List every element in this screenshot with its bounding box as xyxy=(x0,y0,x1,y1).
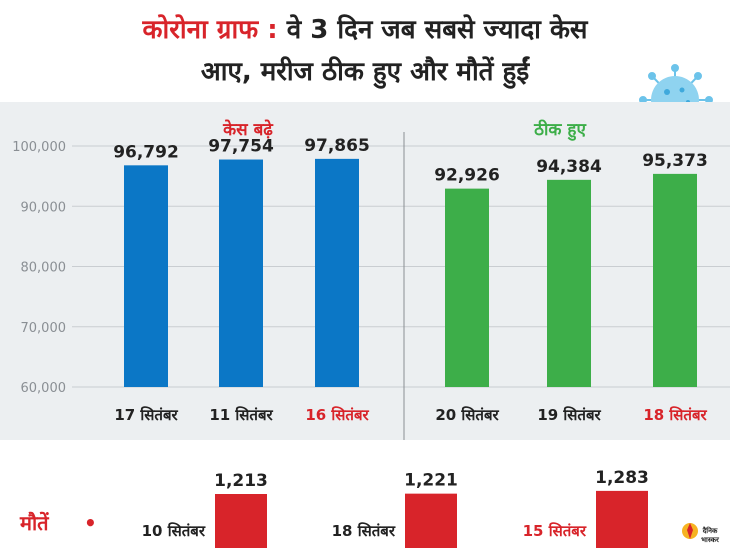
top-panel: 100,000 90,000 80,000 70,000 60,000 केस बढ़े… xyxy=(0,102,730,440)
cases-bar xyxy=(219,159,263,387)
cases-bar xyxy=(315,158,359,387)
recovered-bar xyxy=(547,179,591,387)
title-line-1: कोरोना ग्राफ : वे 3 दिन जब सबसे ज्यादा क… xyxy=(0,14,730,46)
deaths-bar xyxy=(405,493,457,548)
deaths-category-label: 10 सितंबर xyxy=(142,522,206,540)
y-tick-label: 90,000 xyxy=(21,200,67,215)
cases-category-label: 16 सितंबर xyxy=(305,406,369,424)
y-axis: 100,000 90,000 80,000 70,000 60,000 xyxy=(12,140,66,396)
deaths-title: मौतें xyxy=(19,511,50,535)
svg-text:भास्कर: भास्कर xyxy=(701,536,720,544)
cases-bar xyxy=(124,165,168,387)
y-tick-label: 60,000 xyxy=(21,381,67,396)
recovered-value-label: 94,384 xyxy=(536,157,602,177)
brand-logo: दैनिक भास्कर xyxy=(682,523,720,544)
title-line-2: आए, मरीज ठीक हुए और मौतें हुईं xyxy=(200,57,530,87)
recovered-series: 92,926 20 सितंबर 94,384 19 सितंबर 95,373 18 स… xyxy=(434,151,708,424)
title-line-1-text: वे 3 दिन जब सबसे ज्यादा केस xyxy=(286,15,588,45)
deaths-title-bullet: • xyxy=(84,511,97,535)
cases-category-label: 11 सितंबर xyxy=(209,406,273,424)
cases-series: 96,792 17 सितंबर 97,754 11 सितंबर 97,865 16 स… xyxy=(113,136,370,424)
recovered-bar xyxy=(653,173,697,387)
recovered-panel-title: ठीक हुए xyxy=(533,119,586,141)
deaths-value-label: 1,213 xyxy=(214,471,268,491)
y-tick-label: 100,000 xyxy=(12,140,66,155)
cases-value-label: 97,865 xyxy=(304,136,370,156)
top-charts: 100,000 90,000 80,000 70,000 60,000 केस बढ़े… xyxy=(12,119,730,440)
y-tick-label: 70,000 xyxy=(21,321,67,336)
deaths-category-label: 18 सितंबर xyxy=(332,522,396,540)
deaths-value-label: 1,221 xyxy=(404,471,458,491)
cases-value-label: 96,792 xyxy=(113,142,179,162)
deaths-category-label: 15 सितंबर xyxy=(523,522,587,540)
cases-value-label: 97,754 xyxy=(208,137,274,157)
recovered-category-label: 20 सितंबर xyxy=(435,406,499,424)
recovered-value-label: 92,926 xyxy=(434,166,500,186)
deaths-bar xyxy=(215,494,267,548)
deaths-chart: मौतें • 1,213 10 सितंबर 1,221 18 सितंबर 1,28… xyxy=(19,468,649,548)
cases-category-label: 17 सितंबर xyxy=(114,406,178,424)
deaths-section: मौतें • 1,213 10 सितंबर 1,221 18 सितंबर 1,28… xyxy=(0,440,730,548)
recovered-value-label: 95,373 xyxy=(642,151,708,171)
recovered-category-label: 19 सितंबर xyxy=(537,406,601,424)
svg-text:दैनिक: दैनिक xyxy=(702,526,718,535)
deaths-value-label: 1,283 xyxy=(595,468,649,488)
y-tick-label: 80,000 xyxy=(21,261,67,276)
deaths-series: 1,213 10 सितंबर 1,221 18 सितंबर 1,283 15 सितं… xyxy=(142,468,649,548)
recovered-category-label: 18 सितंबर xyxy=(643,406,707,424)
cases-panel-title: केस बढ़े xyxy=(222,119,274,140)
grid xyxy=(72,145,730,388)
title-prefix: कोरोना ग्राफ : xyxy=(142,15,278,45)
recovered-bar xyxy=(445,188,489,387)
chart-title: कोरोना ग्राफ : वे 3 दिन जब सबसे ज्यादा क… xyxy=(0,0,730,102)
deaths-bar xyxy=(596,490,648,548)
